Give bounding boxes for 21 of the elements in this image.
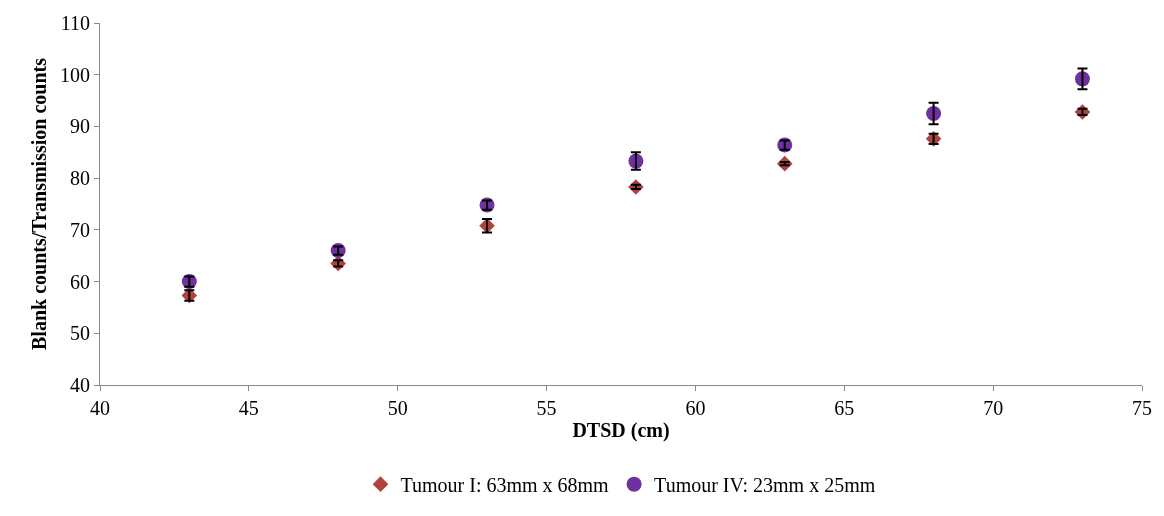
x-tick-label: 65 <box>834 397 855 419</box>
y-tick-label: 70 <box>70 218 90 241</box>
x-tick-label: 70 <box>983 397 1004 419</box>
x-tick-label: 60 <box>685 397 706 419</box>
point <box>330 255 346 272</box>
y-tick-label: 50 <box>70 322 90 345</box>
x-tick-label: 50 <box>387 397 408 419</box>
y-tick-label: 80 <box>70 167 90 190</box>
x-tick-label: 55 <box>536 397 557 419</box>
legend-label: Tumour IV: 23mm x 25mm <box>654 473 876 496</box>
x-tick-label: 75 <box>1132 397 1152 419</box>
y-tick-label: 90 <box>70 115 90 138</box>
legend-label: Tumour I: 63mm x 68mm <box>400 473 610 496</box>
y-tick-label: 110 <box>60 12 90 34</box>
x-axis-title: DTSD (cm) <box>572 418 670 442</box>
y-axis-title: Blank counts/Transmission counts <box>27 57 50 350</box>
y-tick-label: 60 <box>70 270 90 293</box>
y-tick-label: 40 <box>70 374 90 396</box>
x-tick-label: 40 <box>90 397 110 419</box>
y-tick-label: 100 <box>60 63 90 86</box>
x-tick-label: 45 <box>238 397 259 419</box>
